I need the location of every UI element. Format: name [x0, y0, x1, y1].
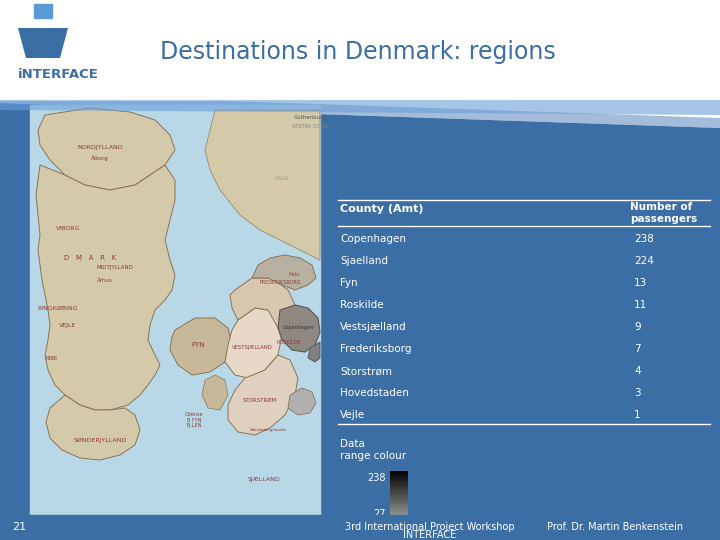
Text: RIBE: RIBE — [46, 355, 58, 361]
Text: D   M   A   R   K: D M A R K — [64, 255, 116, 261]
Text: ROSKILDE: ROSKILDE — [276, 340, 301, 345]
Text: 11: 11 — [634, 300, 647, 310]
Text: Ålborg: Ålborg — [91, 155, 109, 161]
Polygon shape — [230, 278, 295, 335]
Text: Hovedstaden: Hovedstaden — [340, 388, 409, 398]
Polygon shape — [38, 108, 175, 190]
Text: Destinations in Denmark: regions: Destinations in Denmark: regions — [160, 40, 556, 64]
Text: Copenhagen: Copenhagen — [340, 234, 406, 244]
Bar — [0, 0, 720, 100]
Bar — [30, 105, 320, 520]
Text: SØNDERJYLLAND: SØNDERJYLLAND — [73, 437, 127, 443]
Polygon shape — [288, 388, 316, 415]
Text: 13: 13 — [634, 278, 647, 288]
Text: Sjaelland: Sjaelland — [340, 256, 388, 266]
Polygon shape — [308, 342, 320, 362]
Bar — [0, 515, 720, 540]
Polygon shape — [46, 395, 140, 460]
Polygon shape — [278, 305, 320, 352]
Text: RINGKØBING: RINGKØBING — [37, 306, 78, 310]
Bar — [34, 4, 52, 18]
Text: 238: 238 — [367, 473, 386, 483]
Text: Number of
passengers: Number of passengers — [630, 202, 697, 225]
Text: FREDERIKSBORG: FREDERIKSBORG — [259, 280, 301, 285]
Text: Fyn: Fyn — [340, 278, 358, 288]
Text: 1: 1 — [634, 410, 641, 420]
Text: HALD: HALD — [275, 176, 289, 180]
Text: 4: 4 — [634, 366, 641, 376]
Polygon shape — [228, 355, 298, 435]
Polygon shape — [36, 165, 175, 410]
Text: STORSTRØM: STORSTRØM — [243, 397, 277, 402]
Text: 27: 27 — [374, 509, 386, 519]
Text: Storstrøm: Storstrøm — [340, 366, 392, 376]
Text: FYN: FYN — [192, 342, 204, 348]
Polygon shape — [18, 28, 68, 58]
Text: Vejle: Vejle — [340, 410, 365, 420]
Text: Roskilde: Roskilde — [340, 300, 384, 310]
Text: 21: 21 — [12, 523, 26, 532]
Text: MIDTJYLLAND: MIDTJYLLAND — [96, 266, 133, 271]
Polygon shape — [202, 375, 228, 410]
Text: range colour: range colour — [340, 451, 406, 461]
Text: Copenhagen: Copenhagen — [282, 326, 313, 330]
Text: County (Amt): County (Amt) — [340, 204, 423, 214]
Text: VIBORG: VIBORG — [56, 226, 80, 231]
Text: 3: 3 — [380, 537, 386, 540]
Text: Vestsjælland: Vestsjælland — [340, 322, 407, 332]
Text: 7: 7 — [634, 344, 641, 354]
Text: Prof. Dr. Martin Benkenstein: Prof. Dr. Martin Benkenstein — [547, 523, 683, 532]
Text: Helv.: Helv. — [289, 273, 301, 278]
Text: 238: 238 — [634, 234, 654, 244]
Text: INTERFACE: INTERFACE — [403, 530, 456, 540]
Text: NORDJYLLAND: NORDJYLLAND — [77, 145, 123, 151]
Polygon shape — [0, 103, 720, 540]
Polygon shape — [170, 318, 232, 375]
Text: Sakskøbing/works: Sakskøbing/works — [250, 428, 287, 432]
Text: VESTSJÆLLAND: VESTSJÆLLAND — [232, 346, 272, 350]
Text: 9: 9 — [634, 322, 641, 332]
Text: iNTERFACE: iNTERFACE — [18, 68, 99, 81]
Text: VEJLE: VEJLE — [59, 322, 77, 327]
Text: 3rd International Project Workshop: 3rd International Project Workshop — [345, 523, 515, 532]
Text: Gothenburg: Gothenburg — [294, 116, 326, 120]
Polygon shape — [0, 93, 720, 128]
Text: 3: 3 — [634, 388, 641, 398]
Text: Frederiksborg: Frederiksborg — [340, 344, 412, 354]
Text: Århus: Århus — [97, 278, 113, 282]
Text: Odense
B FYN
FJ.LEN: Odense B FYN FJ.LEN — [185, 411, 203, 428]
Polygon shape — [0, 100, 720, 115]
Text: Data: Data — [340, 439, 365, 449]
Polygon shape — [225, 308, 282, 378]
Polygon shape — [205, 110, 320, 260]
Polygon shape — [252, 255, 316, 290]
Text: SJÆLLAND: SJÆLLAND — [248, 477, 280, 483]
Text: VÄSTRA GOTAL: VÄSTRA GOTAL — [292, 124, 328, 129]
Text: 224: 224 — [634, 256, 654, 266]
